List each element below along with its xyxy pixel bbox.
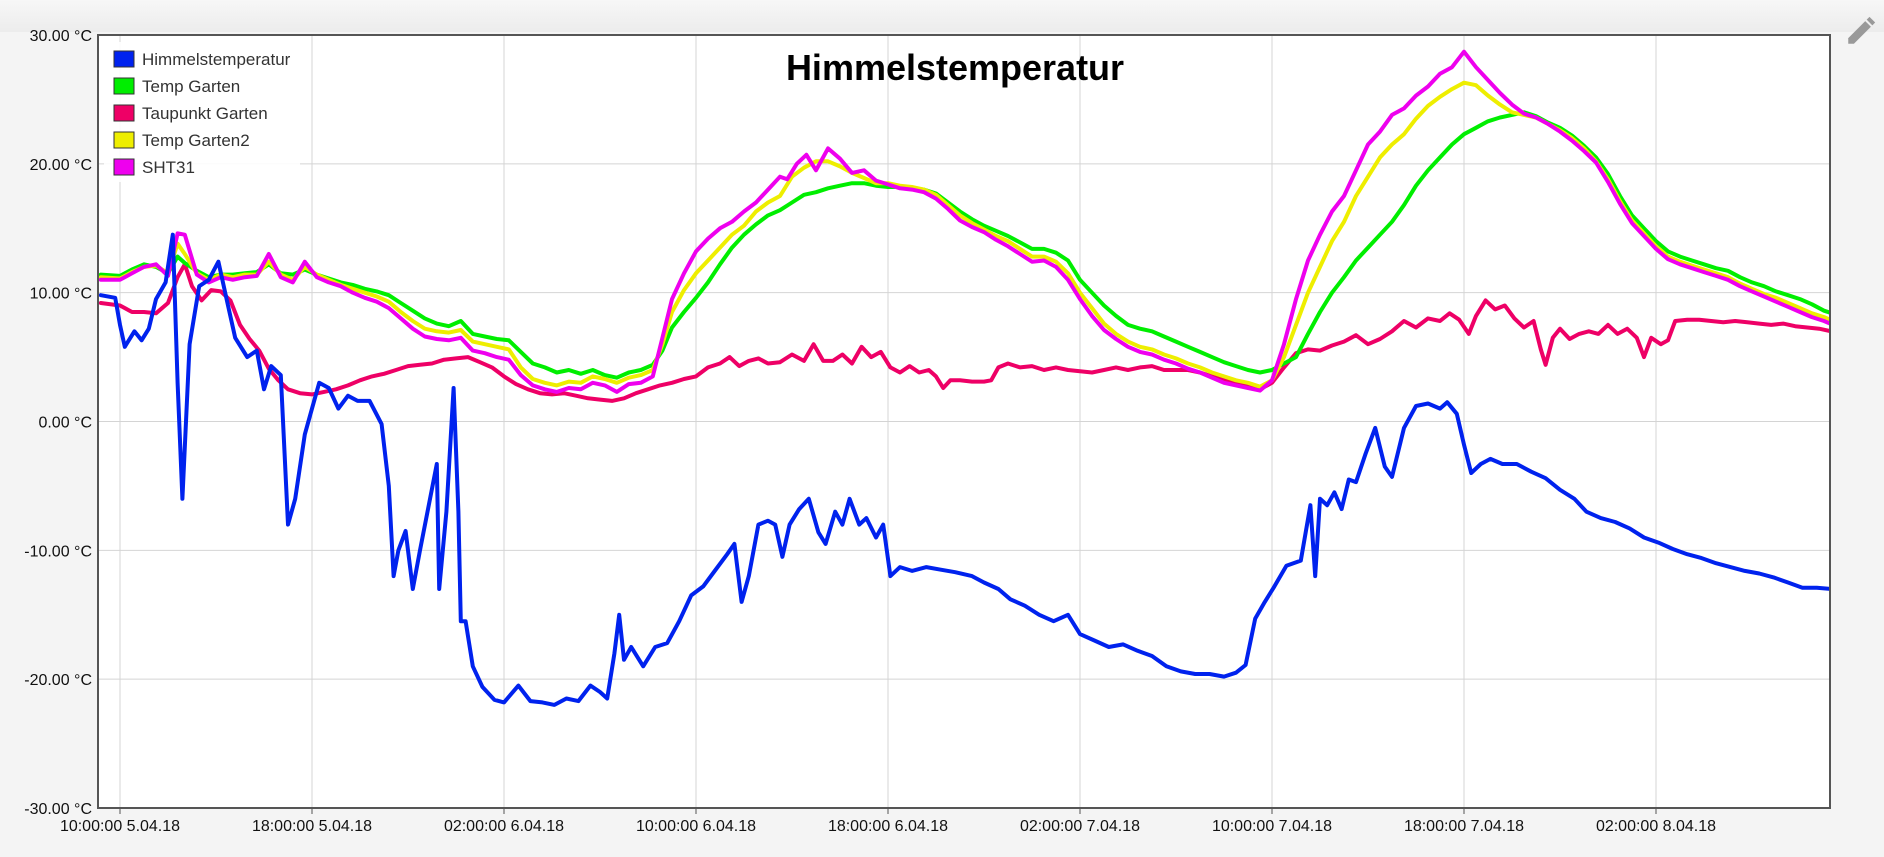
legend-label: Temp Garten2: [142, 131, 250, 150]
x-tick-label: 18:00:00 5.04.18: [252, 818, 372, 835]
x-tick-label: 10:00:00 6.04.18: [636, 818, 756, 835]
series-line-sht31: [98, 49, 1830, 394]
y-tick-label: -20.00 °C: [24, 672, 92, 689]
x-tick-label: 10:00:00 5.04.18: [60, 818, 180, 835]
legend-swatch: [113, 50, 135, 68]
legend-label: SHT31: [142, 158, 195, 177]
x-axis-ticks: 10:00:00 5.04.18 18:00:00 5.04.18 02:00:00…: [60, 808, 1716, 835]
x-tick-label: 18:00:00 6.04.18: [828, 818, 948, 835]
page-header-bar: [0, 0, 1884, 32]
y-tick-label: -30.00 °C: [24, 801, 92, 818]
x-tick-label: 18:00:00 7.04.18: [1404, 818, 1524, 835]
legend[interactable]: Himmelstemperatur Temp Garten Taupunkt Gar…: [104, 42, 300, 182]
plot-frame: [97, 34, 1831, 809]
legend-item[interactable]: Taupunkt Garten: [113, 104, 268, 123]
y-tick-label: 20.00 °C: [30, 157, 92, 174]
series-lines: [98, 49, 1830, 707]
legend-label: Himmelstemperatur: [142, 50, 291, 69]
x-tick-label: 02:00:00 8.04.18: [1596, 818, 1716, 835]
y-tick-label: -10.00 °C: [24, 543, 92, 560]
legend-item[interactable]: Temp Garten: [113, 77, 240, 96]
y-tick-label: 30.00 °C: [30, 28, 92, 45]
legend-item[interactable]: SHT31: [113, 158, 195, 177]
legend-swatch: [113, 131, 135, 149]
y-tick-label: 0.00 °C: [38, 415, 92, 432]
legend-background: [104, 42, 300, 182]
legend-label: Taupunkt Garten: [142, 104, 268, 123]
y-tick-label: 10.00 °C: [30, 286, 92, 303]
legend-swatch: [113, 77, 135, 95]
legend-item[interactable]: Himmelstemperatur: [113, 50, 291, 69]
x-tick-label: 02:00:00 6.04.18: [444, 818, 564, 835]
series-line-taupunkt-garten: [98, 262, 1830, 403]
pencil-icon[interactable]: [1844, 14, 1878, 48]
legend-item[interactable]: Temp Garten2: [113, 131, 250, 150]
x-tick-label: 02:00:00 7.04.18: [1020, 818, 1140, 835]
y-axis-ticks: 30.00 °C 20.00 °C 10.00 °C 0.00 °C -10.00 °C…: [24, 28, 92, 818]
series-line-himmelstemperatur: [98, 232, 1830, 707]
series-line-temp-garten: [98, 110, 1830, 380]
legend-swatch: [113, 158, 135, 176]
chart-title: Himmelstemperatur: [786, 47, 1124, 88]
legend-swatch: [113, 104, 135, 122]
x-tick-label: 10:00:00 7.04.18: [1212, 818, 1332, 835]
legend-label: Temp Garten: [142, 77, 240, 96]
